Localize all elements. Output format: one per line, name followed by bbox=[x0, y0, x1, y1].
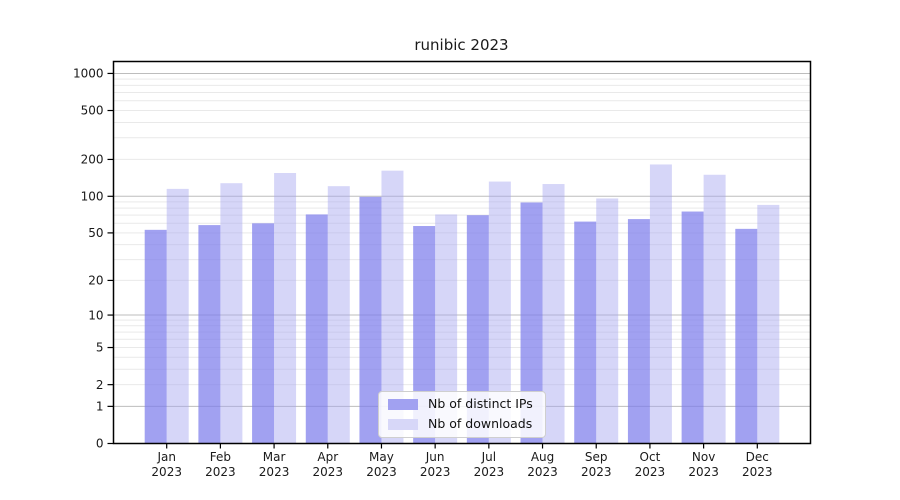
y-tick-label-5: 5 bbox=[96, 341, 104, 355]
bar-downloads-jan bbox=[166, 188, 189, 444]
bar-ips-dec bbox=[735, 228, 758, 444]
bar-ips-apr bbox=[305, 214, 328, 444]
bar-ips-aug bbox=[520, 202, 543, 444]
bar-downloads-aug bbox=[542, 184, 565, 444]
x-tick-label-month: Sep bbox=[585, 450, 608, 464]
bar-ips-feb bbox=[198, 225, 221, 444]
x-axis: Jan2023Feb2023Mar2023Apr2023May2023Jun20… bbox=[151, 443, 773, 479]
legend-item-downloads: Nb of downloads bbox=[388, 417, 536, 432]
bar-ips-mar bbox=[252, 223, 275, 444]
y-tick-label-0: 0 bbox=[96, 437, 104, 451]
legend: Nb of distinct IPs Nb of downloads bbox=[378, 391, 546, 438]
x-tick-label-month: Apr bbox=[317, 450, 338, 464]
y-axis: 0 1 2 5 10 20 50 100 200 500 1000 bbox=[73, 67, 114, 451]
y-tick-label-100: 100 bbox=[81, 189, 104, 203]
bar-downloads-jul bbox=[488, 181, 511, 444]
y-tick-label-200: 200 bbox=[81, 153, 104, 167]
x-tick-label-year: 2023 bbox=[581, 465, 612, 479]
legend-swatch-distinct-ips bbox=[388, 399, 418, 410]
x-tick-label-year: 2023 bbox=[259, 465, 290, 479]
x-tick-label-month: Jun bbox=[425, 450, 445, 464]
x-tick-label-year: 2023 bbox=[366, 465, 397, 479]
bar-downloads-feb bbox=[220, 183, 243, 444]
bar-ips-sep bbox=[574, 221, 597, 444]
chart-title: runibic 2023 bbox=[414, 36, 509, 54]
x-tick-label-month: Mar bbox=[263, 450, 286, 464]
y-tick-label-50: 50 bbox=[88, 226, 103, 240]
bar-downloads-apr bbox=[327, 186, 350, 444]
bar-downloads-oct bbox=[649, 164, 672, 444]
legend-label-downloads: Nb of downloads bbox=[428, 416, 533, 432]
legend-label-distinct-ips: Nb of distinct IPs bbox=[428, 396, 533, 412]
x-tick-label-month: May bbox=[369, 450, 394, 464]
legend-item-distinct-ips: Nb of distinct IPs bbox=[388, 397, 536, 412]
bars-downloads bbox=[166, 164, 780, 444]
x-tick-label-month: Jul bbox=[481, 450, 496, 464]
bar-downloads-jun bbox=[435, 214, 458, 444]
legend-swatch-downloads bbox=[388, 419, 418, 430]
y-tick-label-1000: 1000 bbox=[73, 67, 104, 81]
bar-ips-jan bbox=[144, 229, 167, 444]
x-tick-label-month: Jan bbox=[156, 450, 176, 464]
x-tick-label-month: Nov bbox=[692, 450, 715, 464]
x-tick-label-month: Aug bbox=[531, 450, 554, 464]
bar-downloads-mar bbox=[274, 173, 297, 444]
x-tick-label-year: 2023 bbox=[635, 465, 666, 479]
y-tick-label-2: 2 bbox=[96, 378, 104, 392]
y-tick-label-500: 500 bbox=[81, 104, 104, 118]
bar-ips-oct bbox=[627, 219, 650, 444]
x-tick-label-year: 2023 bbox=[742, 465, 773, 479]
x-tick-label-year: 2023 bbox=[151, 465, 182, 479]
bar-downloads-nov bbox=[703, 174, 726, 444]
bars-distinct-ips bbox=[144, 196, 758, 444]
x-tick-label-year: 2023 bbox=[688, 465, 719, 479]
bar-ips-jul bbox=[466, 215, 489, 444]
bar-ips-may bbox=[359, 196, 382, 444]
x-tick-label-year: 2023 bbox=[205, 465, 236, 479]
plot-frame bbox=[112, 60, 812, 445]
bar-downloads-may bbox=[381, 170, 404, 444]
y-tick-label-1: 1 bbox=[96, 400, 104, 414]
bar-downloads-sep bbox=[596, 198, 619, 444]
y-tick-label-20: 20 bbox=[88, 274, 103, 288]
x-tick-label-month: Dec bbox=[746, 450, 769, 464]
x-tick-label-year: 2023 bbox=[420, 465, 451, 479]
x-tick-label-year: 2023 bbox=[527, 465, 558, 479]
y-tick-label-10: 10 bbox=[88, 308, 103, 322]
x-tick-label-month: Oct bbox=[640, 450, 661, 464]
x-tick-label-year: 2023 bbox=[312, 465, 343, 479]
bar-downloads-dec bbox=[757, 204, 780, 444]
x-tick-label-month: Feb bbox=[210, 450, 231, 464]
bar-ips-nov bbox=[681, 211, 704, 444]
bar-ips-jun bbox=[413, 226, 436, 444]
x-tick-label-year: 2023 bbox=[474, 465, 505, 479]
